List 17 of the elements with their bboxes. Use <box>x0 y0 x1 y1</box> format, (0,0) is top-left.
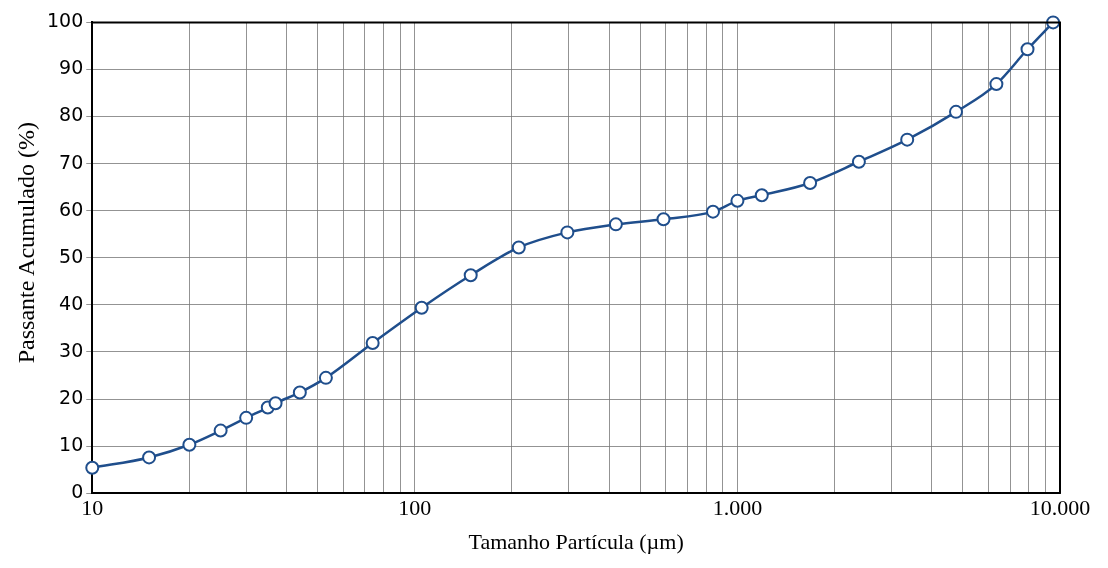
x-axis-title: Tamanho Partícula (µm) <box>468 528 684 554</box>
y-tick-label: 100 <box>47 9 84 32</box>
y-axis-title: Passante Acumulado (%) <box>12 122 40 364</box>
y-tick-label: 0 <box>71 480 84 503</box>
y-tick-label: 30 <box>59 338 84 361</box>
y-tick-label: 90 <box>59 56 84 79</box>
y-tick-label: 20 <box>59 385 84 408</box>
y-tick-label: 80 <box>59 103 84 126</box>
x-tick-label: 10.000 <box>1029 495 1091 521</box>
y-tick-label: 50 <box>59 244 84 267</box>
y-tick-label: 60 <box>59 197 84 220</box>
x-tick-label: 100 <box>398 495 432 521</box>
y-tick-label: 10 <box>59 433 84 456</box>
y-tick-label: 40 <box>59 291 84 314</box>
x-tick-label: 10 <box>81 495 104 521</box>
y-tick-label: 70 <box>59 150 84 173</box>
x-tick-label: 1.000 <box>712 495 763 521</box>
